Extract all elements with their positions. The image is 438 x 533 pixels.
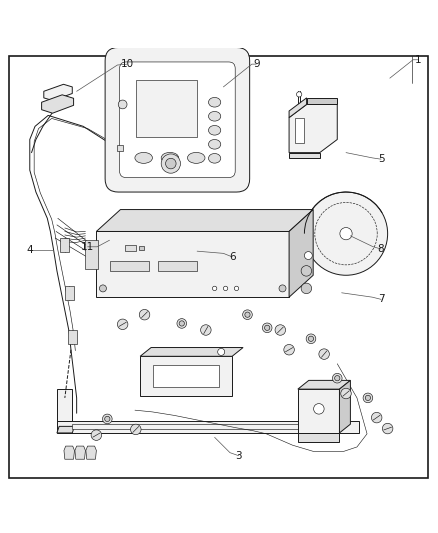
Polygon shape xyxy=(96,209,313,231)
Ellipse shape xyxy=(135,152,152,163)
Bar xyxy=(158,261,197,271)
Polygon shape xyxy=(307,98,337,104)
Circle shape xyxy=(363,393,373,403)
Ellipse shape xyxy=(187,152,205,163)
Circle shape xyxy=(117,319,128,329)
Circle shape xyxy=(371,413,382,423)
Circle shape xyxy=(212,286,217,290)
Text: 11: 11 xyxy=(81,242,94,252)
Polygon shape xyxy=(295,118,304,142)
Circle shape xyxy=(341,388,351,399)
Circle shape xyxy=(201,325,211,335)
Circle shape xyxy=(332,374,342,383)
Text: 10: 10 xyxy=(120,59,134,69)
Circle shape xyxy=(308,336,314,342)
Ellipse shape xyxy=(208,111,221,121)
Circle shape xyxy=(297,92,302,97)
Text: 4: 4 xyxy=(26,245,33,255)
Bar xyxy=(136,80,197,138)
Polygon shape xyxy=(289,152,320,158)
FancyBboxPatch shape xyxy=(120,62,235,177)
Ellipse shape xyxy=(208,125,221,135)
Circle shape xyxy=(139,310,150,320)
Circle shape xyxy=(243,310,252,319)
Circle shape xyxy=(234,286,239,290)
Ellipse shape xyxy=(208,140,221,149)
Circle shape xyxy=(161,154,180,173)
Polygon shape xyxy=(117,145,123,151)
Polygon shape xyxy=(57,426,74,433)
Circle shape xyxy=(131,424,141,435)
Circle shape xyxy=(382,423,393,434)
Circle shape xyxy=(304,192,388,275)
Polygon shape xyxy=(289,209,313,297)
Circle shape xyxy=(223,286,228,290)
Polygon shape xyxy=(298,433,339,442)
Circle shape xyxy=(245,312,250,317)
Text: 1: 1 xyxy=(415,55,422,65)
Circle shape xyxy=(91,430,102,440)
Polygon shape xyxy=(64,446,74,459)
Polygon shape xyxy=(86,446,96,459)
Circle shape xyxy=(306,334,316,344)
Text: 9: 9 xyxy=(253,59,260,69)
Circle shape xyxy=(301,283,312,294)
Bar xyxy=(65,286,74,300)
Polygon shape xyxy=(72,424,298,429)
Text: 7: 7 xyxy=(378,294,385,304)
Bar xyxy=(57,421,359,433)
Polygon shape xyxy=(44,84,72,101)
Polygon shape xyxy=(139,246,144,250)
Circle shape xyxy=(314,403,324,414)
Circle shape xyxy=(102,414,112,424)
Text: 8: 8 xyxy=(378,244,385,254)
Polygon shape xyxy=(140,348,243,356)
Circle shape xyxy=(218,349,225,356)
Text: 3: 3 xyxy=(235,451,242,461)
Polygon shape xyxy=(57,389,72,421)
Circle shape xyxy=(105,416,110,422)
Bar xyxy=(85,240,98,269)
Circle shape xyxy=(99,285,106,292)
Ellipse shape xyxy=(208,98,221,107)
Polygon shape xyxy=(298,381,350,389)
Polygon shape xyxy=(42,95,74,113)
Circle shape xyxy=(301,265,312,276)
Text: 5: 5 xyxy=(378,154,385,164)
Circle shape xyxy=(166,158,176,169)
Circle shape xyxy=(304,252,312,260)
Circle shape xyxy=(335,376,340,381)
Circle shape xyxy=(262,323,272,333)
Circle shape xyxy=(319,349,329,359)
FancyBboxPatch shape xyxy=(105,47,250,192)
Circle shape xyxy=(118,100,127,109)
Bar xyxy=(68,329,77,344)
Ellipse shape xyxy=(208,154,221,163)
Ellipse shape xyxy=(161,152,179,163)
Polygon shape xyxy=(339,381,350,433)
Bar xyxy=(96,231,289,297)
Polygon shape xyxy=(125,246,136,251)
Polygon shape xyxy=(298,389,339,433)
Circle shape xyxy=(275,325,286,335)
Bar xyxy=(60,238,69,252)
Circle shape xyxy=(177,319,187,328)
Circle shape xyxy=(340,228,352,240)
Bar xyxy=(153,365,219,387)
Polygon shape xyxy=(289,104,337,152)
Circle shape xyxy=(265,325,270,330)
Text: 6: 6 xyxy=(229,252,236,262)
Circle shape xyxy=(284,344,294,355)
Circle shape xyxy=(279,285,286,292)
Circle shape xyxy=(179,321,184,326)
Polygon shape xyxy=(289,98,307,118)
Polygon shape xyxy=(75,446,85,459)
Circle shape xyxy=(365,395,371,400)
Bar xyxy=(110,261,149,271)
Bar xyxy=(140,356,232,395)
